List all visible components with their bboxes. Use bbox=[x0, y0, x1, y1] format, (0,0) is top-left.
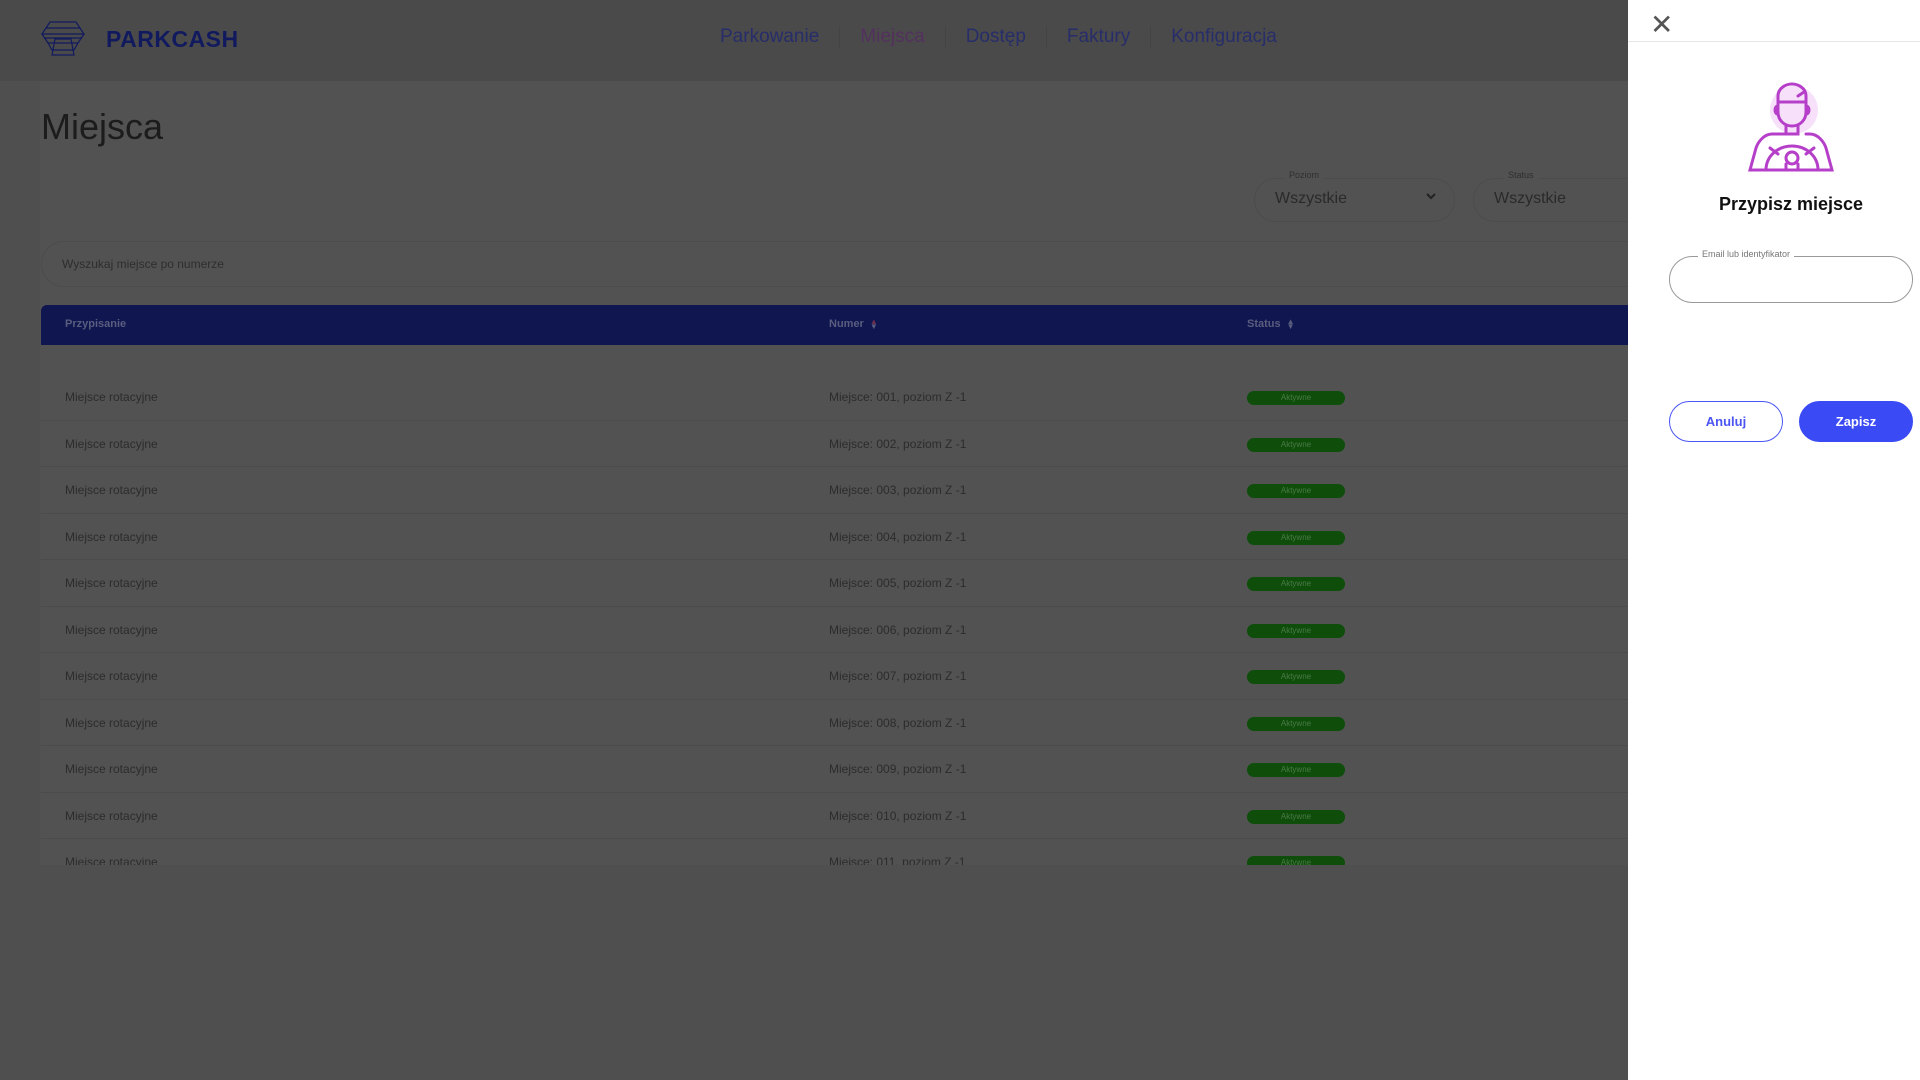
table-row[interactable]: Miejsce rotacyjne Miejsce: 002, poziom Z… bbox=[41, 421, 1631, 467]
assignment-cell: Miejsce rotacyjne bbox=[65, 529, 158, 544]
top-header: PARKCASH Parkowanie Miejsca Dostęp Faktu… bbox=[0, 0, 1920, 81]
sort-icon[interactable]: ▲ ▼ bbox=[1286, 317, 1295, 332]
nav-dostep[interactable]: Dostęp bbox=[965, 26, 1026, 47]
assignment-cell: Miejsce rotacyjne bbox=[65, 762, 158, 776]
sort-icon[interactable]: ▲ ▼ bbox=[869, 317, 878, 332]
status-badge: Aktywne bbox=[1247, 391, 1345, 405]
page-title: Miejsca bbox=[41, 106, 164, 147]
parkcash-logo-icon bbox=[40, 21, 86, 56]
table-row[interactable]: Miejsce rotacyjne Miejsce: 001, poziom Z… bbox=[41, 374, 1631, 421]
assignment-cell: Miejsce rotacyjne bbox=[65, 669, 158, 683]
column-status[interactable]: Status ▲ ▼ bbox=[1247, 317, 1295, 332]
email-or-id-label: Email lub identyfikator bbox=[1698, 249, 1795, 259]
number-cell: Miejsce: 010, poziom Z -1 bbox=[829, 808, 967, 823]
number-cell: Miejsce: 008, poziom Z -1 bbox=[829, 715, 967, 730]
level-filter-label: Poziom bbox=[1285, 170, 1324, 180]
assignment-cell: Miejsce rotacyjne bbox=[65, 483, 158, 497]
table-row[interactable]: Miejsce rotacyjne Miejsce: 007, poziom Z… bbox=[41, 653, 1631, 700]
level-filter-value: Wszystkie bbox=[1275, 190, 1347, 207]
nav-divider bbox=[1045, 26, 1047, 48]
status-badge: Aktywne bbox=[1247, 670, 1345, 684]
assignment-cell: Miejsce rotacyjne bbox=[65, 390, 158, 404]
close-icon[interactable]: ✕ bbox=[1650, 9, 1674, 40]
number-cell: Miejsce: 011, poziom Z -1 bbox=[829, 855, 966, 865]
table-row[interactable]: Miejsce rotacyjne Miejsce: 008, poziom Z… bbox=[41, 700, 1631, 746]
status-filter-value: Wszystkie bbox=[1494, 190, 1566, 207]
assign-place-panel: ✕ Przypisz miejsce Email lub identyfikat… bbox=[1628, 0, 1920, 1080]
status-badge: Aktywne bbox=[1247, 716, 1345, 731]
status-badge: Aktywne bbox=[1247, 623, 1345, 638]
nav-divider bbox=[944, 26, 946, 48]
number-cell: Miejsce: 001, poziom Z -1 bbox=[829, 390, 967, 404]
number-cell: Miejsce: 009, poziom Z -1 bbox=[829, 762, 967, 776]
column-assignment[interactable]: Przypisanie bbox=[65, 318, 127, 330]
search-placeholder: Wyszukaj miejsce po numerze bbox=[62, 257, 224, 271]
table-row[interactable]: Miejsce rotacyjne Miejsce: 003, poziom Z… bbox=[41, 467, 1631, 514]
assignment-cell: Miejsce rotacyjne bbox=[65, 576, 158, 590]
table-body: Miejsce rotacyjne Miejsce: 001, poziom Z… bbox=[41, 374, 1631, 865]
nav-divider bbox=[839, 26, 841, 48]
email-or-id-field[interactable]: Email lub identyfikator bbox=[1669, 249, 1913, 303]
status-badge: Aktywne bbox=[1247, 577, 1345, 591]
assignment-cell: Miejsce rotacyjne bbox=[65, 808, 158, 823]
status-badge: Aktywne bbox=[1247, 484, 1345, 498]
status-filter-label: Status bbox=[1504, 170, 1538, 180]
nav-parkowanie[interactable]: Parkowanie bbox=[720, 26, 820, 47]
assignment-cell: Miejsce rotacyjne bbox=[65, 855, 158, 865]
panel-divider bbox=[1628, 41, 1920, 42]
table-row[interactable]: Miejsce rotacyjne Miejsce: 006, poziom Z… bbox=[41, 607, 1631, 653]
table-row[interactable]: Miejsce rotacyjne Miejsce: 004, poziom Z… bbox=[41, 514, 1631, 560]
number-cell: Miejsce: 002, poziom Z -1 bbox=[829, 436, 967, 451]
brand-name[interactable]: PARKCASH bbox=[106, 26, 239, 52]
main-nav: Parkowanie Miejsca Dostęp Faktury Konfig… bbox=[700, 26, 1297, 48]
number-cell: Miejsce: 003, poziom Z -1 bbox=[829, 483, 967, 497]
panel-title: Przypisz miejsce bbox=[1718, 194, 1864, 214]
nav-divider bbox=[1150, 26, 1152, 48]
column-number[interactable]: Numer ▲ ▼ bbox=[829, 317, 878, 332]
assignment-cell: Miejsce rotacyjne bbox=[65, 622, 158, 637]
number-cell: Miejsce: 007, poziom Z -1 bbox=[829, 669, 967, 683]
search-input[interactable]: Wyszukaj miejsce po numerze bbox=[41, 241, 1661, 287]
driver-icon bbox=[1748, 82, 1834, 172]
table-row[interactable]: Miejsce rotacyjne Miejsce: 009, poziom Z… bbox=[41, 746, 1631, 793]
table-row[interactable]: Miejsce rotacyjne Miejsce: 011, poziom Z… bbox=[41, 839, 1631, 865]
chevron-down-icon bbox=[1426, 193, 1436, 200]
level-filter-select[interactable]: Poziom Wszystkie bbox=[1254, 170, 1455, 222]
number-cell: Miejsce: 005, poziom Z -1 bbox=[829, 576, 967, 590]
nav-faktury[interactable]: Faktury bbox=[1066, 26, 1131, 47]
status-badge: Aktywne bbox=[1247, 530, 1345, 545]
status-badge: Aktywne bbox=[1247, 809, 1345, 824]
status-badge: Aktywne bbox=[1247, 856, 1345, 865]
column-status-label: Status bbox=[1247, 318, 1281, 330]
nav-miejsca[interactable]: Miejsca bbox=[860, 26, 925, 47]
email-or-id-input[interactable] bbox=[1688, 269, 1888, 285]
status-badge: Aktywne bbox=[1247, 763, 1345, 777]
table-row[interactable]: Miejsce rotacyjne Miejsce: 005, poziom Z… bbox=[41, 560, 1631, 607]
number-cell: Miejsce: 006, poziom Z -1 bbox=[829, 622, 967, 637]
column-number-label: Numer bbox=[829, 318, 864, 330]
table-row[interactable]: Miejsce rotacyjne Miejsce: 010, poziom Z… bbox=[41, 793, 1631, 839]
save-button[interactable]: Zapisz bbox=[1799, 401, 1913, 442]
assignment-cell: Miejsce rotacyjne bbox=[65, 715, 158, 730]
cancel-button[interactable]: Anuluj bbox=[1669, 401, 1783, 442]
nav-konfiguracja[interactable]: Konfiguracja bbox=[1171, 26, 1277, 47]
status-badge: Aktywne bbox=[1247, 437, 1345, 452]
table-header: Przypisanie Numer ▲ ▼ Status ▲ ▼ bbox=[41, 305, 1641, 345]
assignment-cell: Miejsce rotacyjne bbox=[65, 436, 158, 451]
number-cell: Miejsce: 004, poziom Z -1 bbox=[829, 529, 967, 544]
